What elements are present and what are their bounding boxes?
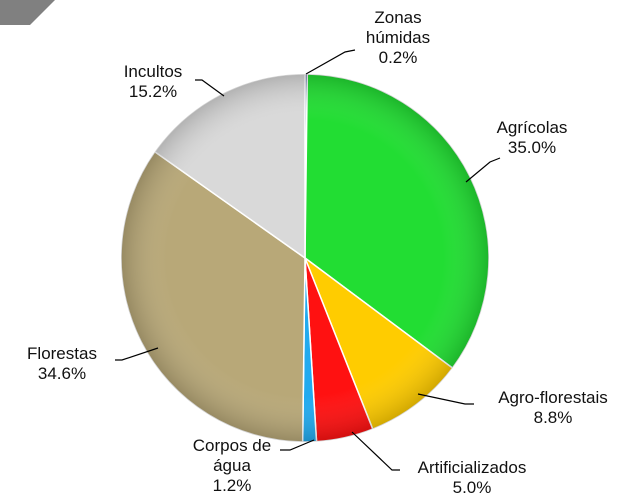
data-label: Agro-florestais 8.8% <box>478 388 628 428</box>
data-label: Zonas húmidas 0.2% <box>353 8 443 68</box>
leader-line <box>417 393 474 405</box>
value-label: 8.8% <box>533 408 573 427</box>
leader-line <box>351 431 400 471</box>
value-label: 15.2% <box>128 82 178 101</box>
data-label: Incultos 15.2% <box>103 62 203 102</box>
category-label: Agro-florestais <box>498 388 608 407</box>
leader-line <box>280 439 315 451</box>
leader-line <box>195 79 225 97</box>
leader-line <box>115 347 159 361</box>
value-label: 5.0% <box>452 478 492 497</box>
category-label: Florestas <box>27 344 97 363</box>
value-label: 34.6% <box>37 364 87 383</box>
data-label: Agrícolas 35.0% <box>472 118 592 158</box>
category-label: Incultos <box>123 62 183 81</box>
category-label: Artificializados <box>417 458 527 477</box>
category-label: Agrícolas <box>496 118 568 137</box>
value-label: 0.2% <box>378 48 418 67</box>
data-label: Florestas 34.6% <box>12 344 112 384</box>
leader-line <box>305 49 356 75</box>
category-label: Zonas húmidas <box>365 8 431 47</box>
category-label: Corpos de água <box>192 436 272 475</box>
value-label: 35.0% <box>507 138 557 157</box>
leader-line <box>465 157 501 183</box>
decoration <box>0 0 55 25</box>
value-label: 1.2% <box>212 476 252 495</box>
data-label: Corpos de água 1.2% <box>182 436 282 496</box>
data-label: Artificializados 5.0% <box>397 458 547 498</box>
